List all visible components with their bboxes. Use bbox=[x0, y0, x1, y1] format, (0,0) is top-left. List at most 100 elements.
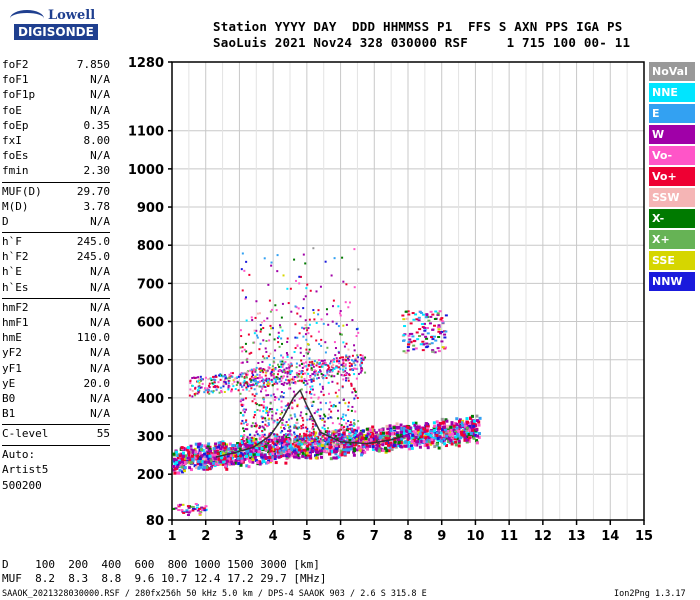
echo-point bbox=[368, 444, 372, 448]
echo-point bbox=[434, 436, 438, 440]
param-row: yF2 N/A bbox=[2, 346, 110, 361]
echo-point bbox=[199, 445, 203, 449]
echo-point bbox=[441, 321, 445, 324]
echo-point bbox=[194, 392, 197, 395]
echo-point bbox=[315, 377, 318, 380]
echo-point bbox=[256, 373, 259, 376]
echo-point bbox=[302, 432, 305, 435]
echo-point bbox=[332, 430, 335, 433]
echo-point bbox=[431, 350, 435, 353]
echo-point bbox=[274, 366, 277, 369]
echo-point bbox=[258, 460, 262, 464]
echo-point bbox=[175, 465, 179, 469]
echo-point bbox=[192, 376, 195, 379]
echo-point bbox=[363, 450, 367, 454]
echo-point bbox=[287, 423, 290, 426]
echo-point bbox=[331, 380, 334, 383]
echo-point bbox=[308, 432, 311, 435]
echo-point bbox=[412, 318, 416, 321]
echo-point bbox=[232, 462, 236, 466]
echo-point bbox=[466, 420, 470, 424]
echo-point bbox=[325, 402, 328, 405]
x-tick-label: 14 bbox=[601, 529, 619, 544]
echo-point bbox=[310, 378, 313, 381]
echo-point bbox=[308, 323, 311, 326]
echo-point bbox=[187, 450, 191, 454]
echo-point bbox=[310, 439, 314, 443]
echo-point bbox=[277, 335, 280, 338]
echo-point bbox=[306, 352, 309, 355]
echo-point bbox=[173, 471, 177, 475]
echo-point bbox=[442, 437, 446, 441]
echo-point bbox=[259, 369, 262, 372]
param-value: 29.70 bbox=[76, 184, 110, 198]
echo-point bbox=[285, 421, 288, 424]
echo-point bbox=[263, 357, 266, 360]
echo-point bbox=[281, 342, 284, 345]
echo-point bbox=[340, 424, 343, 427]
echo-point bbox=[285, 437, 289, 441]
echo-point bbox=[363, 433, 367, 437]
echo-point bbox=[205, 454, 209, 458]
echo-point bbox=[225, 459, 229, 463]
echo-point bbox=[258, 367, 261, 370]
echo-point bbox=[304, 405, 307, 408]
echo-point bbox=[463, 438, 467, 442]
echo-point bbox=[319, 414, 322, 417]
echo-point bbox=[319, 451, 323, 455]
x-tick-label: 15 bbox=[635, 529, 653, 544]
echo-point bbox=[230, 388, 233, 391]
echo-point bbox=[242, 439, 245, 442]
echo-point bbox=[251, 458, 255, 462]
echo-point bbox=[436, 423, 440, 427]
echo-point bbox=[318, 361, 321, 364]
echo-point bbox=[262, 327, 265, 330]
echo-point bbox=[386, 427, 390, 431]
echo-point bbox=[271, 327, 274, 330]
echo-point bbox=[298, 379, 301, 382]
echo-point bbox=[264, 444, 268, 448]
echo-point bbox=[397, 425, 401, 429]
echo-point bbox=[241, 350, 244, 353]
echo-point bbox=[423, 443, 427, 447]
echo-point bbox=[293, 413, 296, 416]
echo-point bbox=[321, 436, 324, 439]
echo-point bbox=[310, 417, 313, 420]
echo-point bbox=[278, 345, 281, 348]
echo-point bbox=[335, 322, 338, 325]
echo-point bbox=[215, 388, 218, 391]
echo-point bbox=[437, 350, 441, 353]
echo-point bbox=[240, 435, 243, 438]
echo-point bbox=[388, 424, 392, 428]
echo-point bbox=[276, 408, 279, 411]
param-value: 2.30 bbox=[83, 164, 111, 178]
echo-point bbox=[243, 446, 247, 450]
echo-point bbox=[236, 381, 239, 384]
echo-point bbox=[379, 439, 383, 443]
echo-point bbox=[337, 366, 340, 369]
echo-point bbox=[261, 387, 264, 390]
echo-point bbox=[271, 452, 275, 456]
echo-point bbox=[242, 409, 245, 412]
echo-point bbox=[221, 460, 225, 464]
param-row: foEs N/A bbox=[2, 149, 110, 164]
param-label: fxI bbox=[2, 133, 22, 147]
echo-point bbox=[212, 375, 215, 378]
echo-point bbox=[272, 360, 275, 363]
echo-point bbox=[236, 459, 240, 463]
y-tick-label: 1100 bbox=[128, 125, 164, 140]
echo-point bbox=[344, 364, 347, 367]
echo-point bbox=[328, 374, 331, 377]
echo-point bbox=[212, 461, 216, 465]
echo-point bbox=[457, 439, 461, 443]
echo-point bbox=[406, 443, 410, 447]
echo-point bbox=[334, 354, 337, 357]
echo-point bbox=[447, 437, 451, 441]
echo-point bbox=[217, 386, 220, 389]
echo-point bbox=[268, 363, 271, 366]
echo-point bbox=[336, 443, 339, 446]
echo-point bbox=[361, 361, 364, 364]
echo-point bbox=[278, 324, 281, 327]
echo-point bbox=[296, 373, 299, 376]
echo-point bbox=[315, 410, 318, 413]
